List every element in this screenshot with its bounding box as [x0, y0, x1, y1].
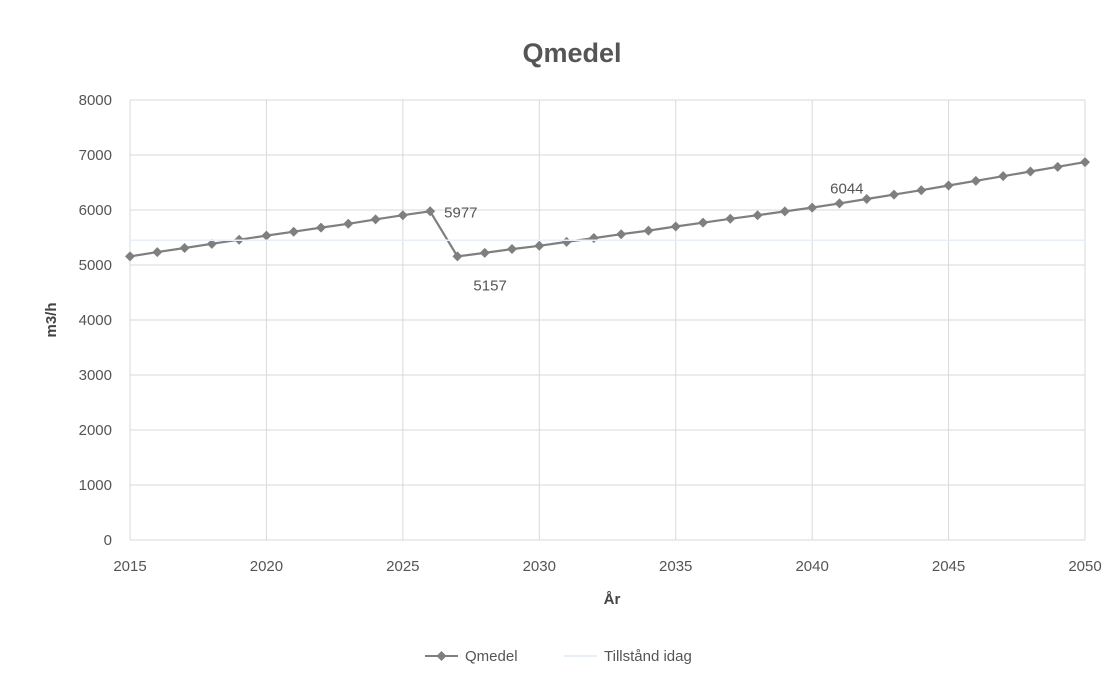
data-point: [507, 244, 517, 255]
legend: Qmedel Tillstånd idag: [425, 648, 692, 665]
data-point: [452, 251, 463, 262]
x-tick-label: 2015: [113, 558, 146, 575]
y-tick-label: 3000: [79, 367, 112, 384]
data-point: [316, 222, 326, 233]
y-tick-label: 4000: [79, 312, 112, 329]
series-line-0: [129, 161, 1086, 258]
data-point: [397, 210, 408, 221]
legend-qmedel-marker: [436, 651, 447, 661]
data-point: [179, 242, 190, 253]
data-point: [861, 194, 872, 204]
data-point: [152, 247, 163, 258]
data-point: [752, 210, 763, 221]
x-tick-label: 2030: [523, 558, 556, 575]
legend-qmedel-label: Qmedel: [465, 648, 518, 665]
series: [125, 157, 1090, 262]
x-tick-label: 2050: [1068, 558, 1101, 575]
data-point: [725, 213, 736, 224]
y-tick-label: 2000: [79, 422, 112, 439]
data-point: [670, 221, 681, 232]
data-label: 6044: [830, 181, 863, 198]
data-point: [125, 251, 135, 262]
data-point: [970, 175, 981, 186]
chart-title: Qmedel: [522, 38, 621, 68]
data-point: [779, 206, 790, 217]
data-point: [616, 229, 627, 240]
y-tick-label: 7000: [79, 147, 112, 164]
legend-tillstand-label: Tillstånd idag: [604, 648, 692, 665]
data-label: 5157: [473, 277, 506, 294]
data-point: [1080, 157, 1090, 168]
data-point: [479, 247, 490, 258]
data-point: [889, 189, 899, 200]
data-point: [206, 238, 217, 249]
y-tick-label: 6000: [79, 202, 112, 219]
x-tick-label: 2035: [659, 558, 692, 575]
x-axis-ticks: 2015 2020 2025 2030 2035 2040 2045 2050: [113, 558, 1101, 575]
x-tick-label: 2025: [386, 558, 419, 575]
data-point: [943, 180, 954, 191]
data-label: 5977: [444, 204, 477, 221]
data-point: [916, 185, 927, 196]
data-point: [698, 217, 708, 228]
y-axis-label: m3/h: [43, 302, 60, 337]
gridlines: [129, 99, 1086, 541]
data-point: [425, 206, 436, 217]
data-point: [1025, 166, 1036, 177]
x-axis-label: År: [604, 591, 621, 608]
y-tick-label: 1000: [79, 477, 112, 494]
data-point: [643, 225, 654, 236]
data-labels: 5977 5157 6044: [444, 181, 863, 295]
data-point: [1052, 161, 1063, 172]
x-tick-label: 2040: [795, 558, 828, 575]
y-tick-label: 8000: [79, 92, 112, 109]
data-point: [288, 226, 299, 237]
data-point: [534, 240, 545, 251]
data-point: [343, 218, 354, 229]
data-point: [261, 230, 272, 241]
data-point: [807, 202, 818, 213]
data-point: [834, 198, 845, 209]
data-point: [998, 171, 1009, 182]
y-tick-label: 5000: [79, 257, 112, 274]
y-axis-ticks: 0 1000 2000 3000 4000 5000 6000 7000 8000: [79, 92, 112, 549]
data-point: [561, 236, 572, 247]
data-point: [370, 214, 381, 225]
x-tick-label: 2020: [250, 558, 283, 575]
y-tick-label: 0: [104, 532, 112, 549]
data-point: [588, 233, 599, 244]
x-tick-label: 2045: [932, 558, 965, 575]
